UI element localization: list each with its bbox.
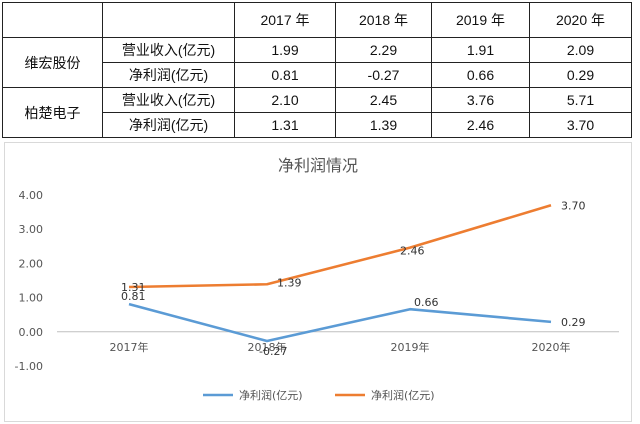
table-cell: 1.91 [431, 37, 530, 63]
table-cell: 0.29 [529, 62, 632, 88]
data-label: 3.70 [561, 199, 586, 212]
series-line [128, 204, 552, 289]
data-label: 0.81 [121, 290, 146, 303]
data-label: 1.39 [277, 276, 302, 289]
year-header: 2017 年 [234, 2, 336, 38]
table-cell: 2.46 [431, 112, 530, 138]
y-tick-label: 0.00 [19, 326, 44, 339]
table-cell: 3.70 [529, 112, 632, 138]
table-row: 维宏股份 营业收入(亿元) 1.99 2.29 1.91 2.09 [2, 37, 632, 88]
legend-label: 净利润(亿元) [371, 388, 435, 402]
metric-label: 营业收入(亿元) [102, 87, 235, 113]
series-line [128, 302, 552, 343]
metric-label: 营业收入(亿元) [102, 37, 235, 63]
year-header: 2018 年 [335, 2, 432, 38]
metric-label: 净利润(亿元) [102, 112, 235, 138]
data-label: 1.31 [121, 281, 146, 294]
data-label: 0.66 [414, 296, 439, 309]
y-tick-label: 1.00 [19, 292, 44, 305]
table-cell: 1.31 [234, 112, 336, 138]
table-cell: 2.29 [335, 37, 432, 63]
table-corner-cell [2, 2, 103, 38]
y-tick-label: 4.00 [19, 189, 44, 202]
x-tick-label: 2019年 [391, 340, 430, 354]
x-tick-label: 2020年 [532, 340, 571, 354]
table-cell: 0.66 [431, 62, 530, 88]
table-cell: 0.81 [234, 62, 336, 88]
financial-table: 2017 年 2018 年 2019 年 2020 年 维宏股份 营业收入(亿元… [2, 2, 632, 138]
table-cell: 2.09 [529, 37, 632, 63]
table-row: 柏楚电子 营业收入(亿元) 2.10 2.45 3.76 5.71 [2, 87, 632, 138]
data-label: -0.27 [259, 345, 287, 358]
company-name: 维宏股份 [2, 37, 103, 88]
chart-title: 净利润情况 [278, 156, 358, 175]
table-row: 净利润(亿元) 1.31 1.39 2.46 3.70 [3, 112, 632, 138]
table-cell: 1.99 [234, 37, 336, 63]
table-row: 净利润(亿元) 0.81 -0.27 0.66 0.29 [3, 62, 632, 88]
table-cell: 5.71 [529, 87, 632, 113]
table-corner-cell-2 [102, 2, 235, 38]
table-cell: 2.10 [234, 87, 336, 113]
y-tick-label: -1.00 [15, 360, 43, 373]
year-header: 2020 年 [529, 2, 632, 38]
table-cell: 2.45 [335, 87, 432, 113]
data-label: 2.46 [400, 245, 425, 258]
table-cell: -0.27 [335, 62, 432, 88]
year-header: 2019 年 [431, 2, 530, 38]
company-name: 柏楚电子 [2, 87, 103, 138]
table-cell: 3.76 [431, 87, 530, 113]
data-label: 0.29 [561, 316, 586, 329]
metric-label: 净利润(亿元) [102, 62, 235, 88]
table-cell: 1.39 [335, 112, 432, 138]
table-header-row: 2017 年 2018 年 2019 年 2020 年 [2, 2, 632, 38]
chart-canvas: 净利润情况 4.00 3.00 2.00 1.00 0.00 -1.00 2017年 2018年… [15, 156, 619, 402]
y-tick-label: 2.00 [19, 257, 44, 270]
net-profit-chart: 净利润情况 4.00 3.00 2.00 1.00 0.00 -1.00 2017年 2018年… [4, 142, 632, 422]
x-tick-label: 2017年 [110, 340, 149, 354]
legend-label: 净利润(亿元) [239, 388, 303, 402]
y-tick-label: 3.00 [19, 223, 44, 236]
x-tick-label: 2018年 [248, 340, 287, 354]
